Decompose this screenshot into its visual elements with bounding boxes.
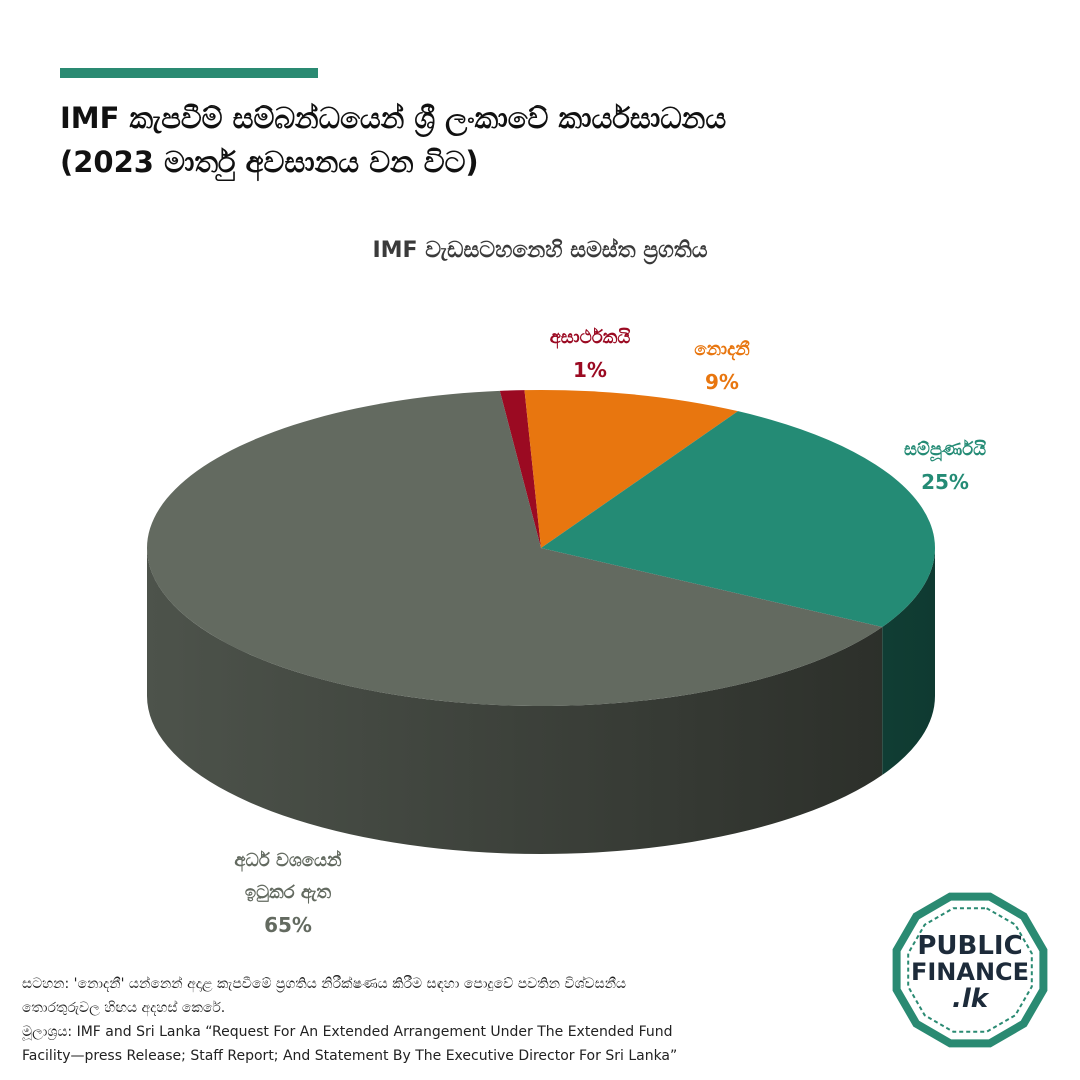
logo-ring-icon: [892, 892, 1048, 1048]
note-line-1: සටහන: 'නොදනී' යන්නෙන් අදාළ කැපවීමේ ප්‍රග…: [22, 976, 627, 992]
slice-completed: [541, 411, 935, 627]
logo-text-public: PUBLIC: [917, 931, 1023, 961]
label-failed-pct: 1%: [573, 358, 607, 382]
source-line-1: මූලාශ්‍රය: IMF and Sri Lanka “Request Fo…: [22, 1024, 673, 1040]
logo-text-lk: .lk: [951, 984, 989, 1014]
label-failed-name: අසාර්ථකයි: [549, 327, 631, 348]
title-line-1: IMF කැපවීම් සම්බන්ධයෙන් ශ්‍රී ලංකාවේ කාර…: [60, 101, 727, 135]
chart-title: IMF වැඩසටහනෙහි සමස්ත ප්‍රගතිය: [372, 238, 708, 263]
label-completed-name: සම්පූර්ණයි: [903, 439, 987, 460]
slice-partial: [146, 390, 883, 706]
note-line-2: තොරතුරුවල හිඟය අදහස් කෙරේ.: [22, 1000, 226, 1016]
footer-notes: සටහන: 'නොදනී' යන්නෙන් අදාළ කැපවීමේ ප්‍රග…: [22, 972, 822, 1068]
slice-completed-side: [882, 548, 935, 775]
public-finance-logo: PUBLIC FINANCE .lk: [888, 888, 1052, 1052]
label-unknown: නොදනී 9%: [632, 334, 812, 398]
label-completed-pct: 25%: [921, 470, 969, 494]
label-partial: අර්ධ වශයෙන් ඉටුකර ඇත 65%: [188, 845, 388, 941]
label-partial-name-2: ඉටුකර ඇත: [244, 882, 332, 903]
label-unknown-pct: 9%: [705, 370, 739, 394]
source-line-2: Facility—press Release; Staff Report; An…: [22, 1048, 678, 1064]
slice-failed: [499, 390, 541, 548]
label-partial-pct: 65%: [264, 913, 312, 937]
title-line-2: (2023 මාර්තු අවසානය වන විට): [60, 145, 479, 179]
label-partial-name-1: අර්ධ වශයෙන්: [234, 850, 342, 871]
page-title: IMF කැපවීම් සම්බන්ධයෙන් ශ්‍රී ලංකාවේ කාර…: [60, 96, 960, 184]
slice-unknown: [524, 390, 738, 548]
logo-text-finance: FINANCE: [910, 958, 1030, 986]
accent-bar: [60, 68, 318, 78]
label-failed: අසාර්ථකයි 1%: [500, 322, 680, 386]
label-completed: සම්පූර්ණයි 25%: [845, 434, 1045, 498]
slice-partial-side: [147, 548, 883, 854]
label-unknown-name: නොදනී: [694, 339, 750, 360]
